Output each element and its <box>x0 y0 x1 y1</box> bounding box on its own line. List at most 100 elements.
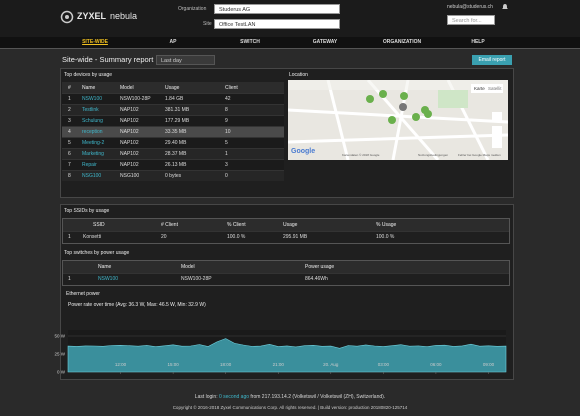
table-cell: 177.29 MB <box>165 117 190 124</box>
device-link[interactable]: Testlink <box>82 106 99 113</box>
satellite-button[interactable]: Satellit <box>488 86 502 91</box>
table-cell: 5 <box>68 139 71 146</box>
table-cell: 6 <box>68 150 71 157</box>
ethernet-power-label: Ethernet power <box>66 291 100 297</box>
table-cell: 1 <box>68 276 71 282</box>
last-login: Last login: 0 second ago from 217.193.14… <box>0 394 580 400</box>
ssids-title: Top SSIDs by usage <box>64 208 110 214</box>
table-cell: 1.84 GB <box>165 95 184 102</box>
site-label: Site <box>203 21 212 27</box>
map-report[interactable]: Fehler bei Google Maps melden <box>458 153 501 157</box>
device-link[interactable]: Marketing <box>82 150 104 157</box>
search-box[interactable]: Search for... <box>447 15 495 25</box>
switches-title: Top switches by power usage <box>64 250 130 256</box>
map-title: Location <box>289 72 308 78</box>
map-button[interactable]: Karte <box>474 86 485 91</box>
table-cell: 28.37 MB <box>165 150 187 157</box>
column-header: Name <box>82 84 96 91</box>
login-ago[interactable]: 0 second ago <box>218 394 250 400</box>
copyright: Copyright © 2016-2018 Zyxel Communicatio… <box>172 405 408 410</box>
table-cell: 864.46Wh <box>305 276 328 282</box>
map-terms[interactable]: Nutzungsbedingungen <box>418 153 449 157</box>
nav-item[interactable]: AP <box>169 39 177 45</box>
device-link[interactable]: NSW100 <box>82 95 103 102</box>
table-cell: 2 <box>68 106 71 113</box>
table-header <box>63 261 509 273</box>
device-link[interactable]: NSW100 <box>98 276 119 282</box>
ssids-table: SSID # Client % Client Usage % Usage 1 Konsett… <box>62 218 510 244</box>
table-cell: NAP102 <box>120 150 139 157</box>
table-row <box>62 137 284 148</box>
table-row <box>62 159 284 170</box>
column-header: Name <box>98 264 112 270</box>
column-header: # <box>68 84 71 91</box>
device-link[interactable]: NSG100 <box>82 172 102 179</box>
nav-item[interactable]: HELP <box>471 39 485 45</box>
column-header: % Usage <box>376 222 397 228</box>
table-cell: 381.31 MB <box>165 106 190 113</box>
table-header <box>63 219 509 231</box>
nav-item[interactable]: GATEWAY <box>312 39 338 45</box>
table-cell: NAP102 <box>120 106 139 113</box>
table-cell: 8 <box>225 106 228 113</box>
map-credits: Kartendaten © 2018 Google <box>342 153 380 157</box>
device-link[interactable]: Repair <box>82 161 97 168</box>
column-header: Client <box>225 84 238 91</box>
table-cell: 9 <box>225 117 228 124</box>
switches-table: Name Model Power usage 1 NSW100 NSW100-28P 864… <box>62 260 510 286</box>
device-link[interactable]: Schulung <box>82 117 103 124</box>
device-link[interactable]: Meeting-2 <box>82 139 105 146</box>
nav-item[interactable]: SITE-WIDE <box>82 39 108 45</box>
table-cell: NAP102 <box>120 117 139 124</box>
org-select[interactable]: Studerus AG <box>214 4 340 14</box>
column-header: Usage <box>283 222 298 228</box>
user-menu[interactable]: nebula@studerus.ch <box>447 4 493 10</box>
table-cell: 10 <box>225 128 231 135</box>
page-title: Site-wide - Summary report <box>62 55 154 64</box>
table-cell: 20 <box>161 234 167 240</box>
table-row <box>62 93 284 104</box>
org-label: Organization <box>178 6 207 12</box>
table-row <box>63 273 509 285</box>
email-report-button[interactable]: Email report <box>472 55 512 65</box>
devices-table: # Name Model Usage Client 1 NSW100 NSW100-28P 1.… <box>62 82 284 192</box>
table-row <box>63 231 509 243</box>
map-type-switch <box>471 84 503 93</box>
login-suffix: from 217.193.14.2 (Volketswil / Volketsw… <box>250 394 386 400</box>
chart-title: Power rate over time (Avg: 36.3 W, Max: … <box>68 302 206 308</box>
table-cell: 26.13 MB <box>165 161 187 168</box>
table-cell: 100.0 % <box>227 234 246 240</box>
column-header: Usage <box>165 84 180 91</box>
table-cell: 1 <box>68 234 71 240</box>
table-row <box>62 104 284 115</box>
bell-icon[interactable] <box>501 3 509 11</box>
table-cell: 100.0 % <box>376 234 395 240</box>
column-header: SSID <box>93 222 105 228</box>
table-row <box>62 115 284 126</box>
login-prefix: Last login: <box>194 394 218 400</box>
site-select[interactable]: Office TestLAN <box>214 19 340 29</box>
table-cell: 33.35 MB <box>165 128 187 135</box>
table-cell: NSW100-28P <box>181 276 212 282</box>
table-cell: 29.40 MB <box>165 139 187 146</box>
period-select[interactable]: Last day <box>156 55 215 65</box>
column-header: Power usage <box>305 264 335 270</box>
table-cell: NAP102 <box>120 161 139 168</box>
nav-bar: SITE-WIDE AP SWITCH GATEWAY ORGANIZATION HELP <box>0 37 580 49</box>
nav-item[interactable]: ORGANIZATION <box>382 39 422 45</box>
table-header <box>62 82 284 93</box>
nav-item[interactable]: SWITCH <box>240 39 260 45</box>
table-row <box>62 148 284 159</box>
map[interactable] <box>288 80 508 160</box>
device-link[interactable]: reception <box>82 128 103 135</box>
column-header: # Client <box>161 222 178 228</box>
table-row <box>62 170 284 181</box>
table-cell: 0 <box>225 172 228 179</box>
logo-icon <box>60 10 74 24</box>
logo-product: nebula <box>110 11 138 21</box>
table-cell: Konsetti <box>83 234 102 240</box>
column-header: % Client <box>227 222 246 228</box>
table-cell: 1 <box>68 95 71 102</box>
table-cell: 295.91 MB <box>283 234 308 240</box>
